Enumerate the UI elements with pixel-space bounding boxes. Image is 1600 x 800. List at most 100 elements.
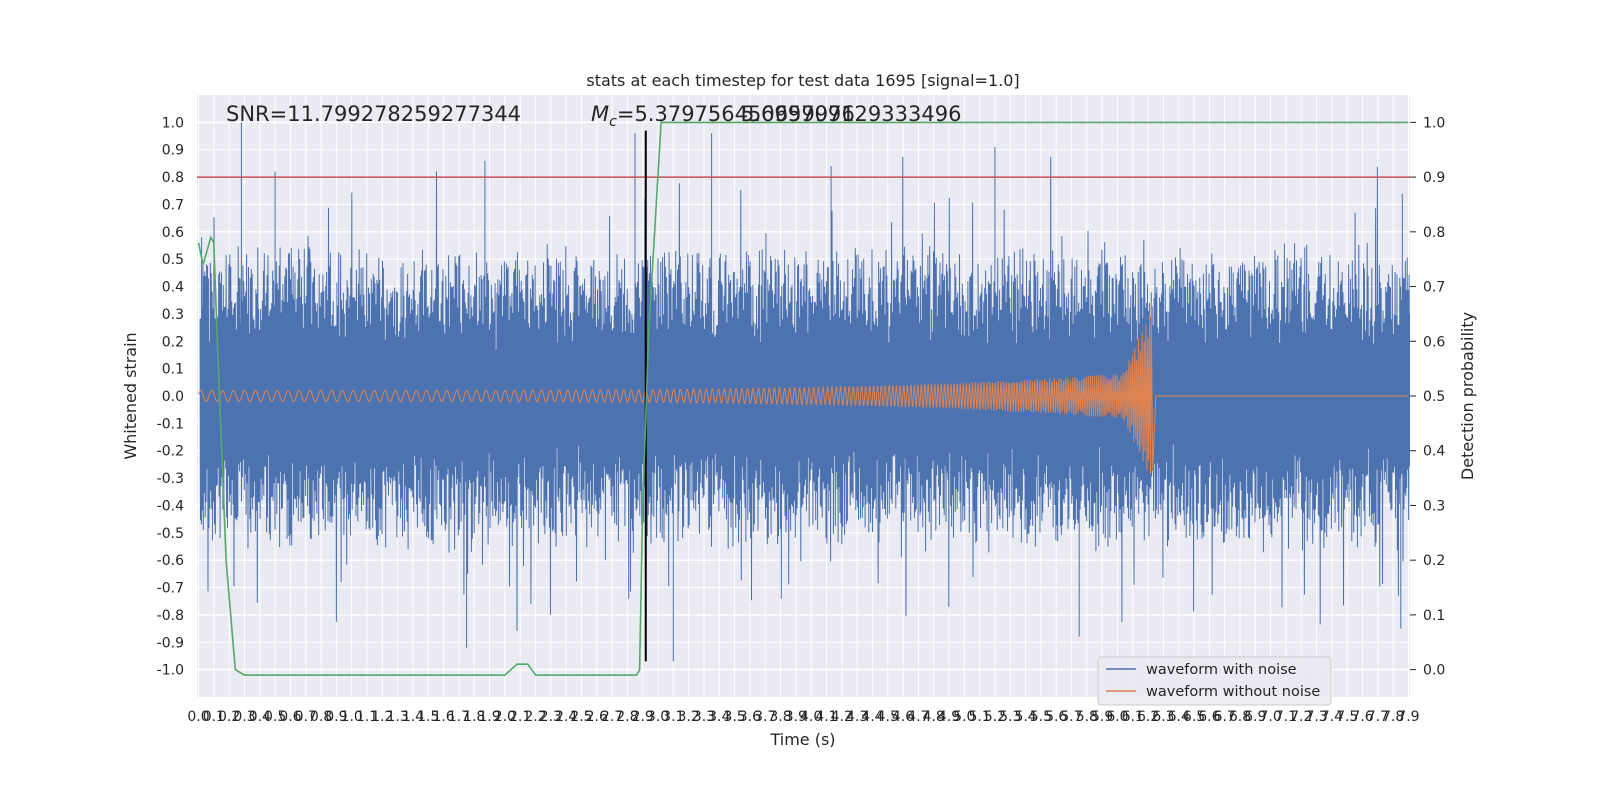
y2-tick-label: 0.7 [1423, 280, 1445, 296]
y-tick-label: -0.5 [157, 526, 184, 542]
x-tick-label: 2.1 [509, 709, 531, 725]
x-tick-label: 3.7 [754, 709, 776, 725]
y-tick-label: -0.2 [157, 444, 184, 460]
x-tick-label: 6.7 [1214, 709, 1236, 725]
snr-prefix: SNR= [226, 102, 287, 126]
y-tick-label: 0.4 [162, 280, 184, 296]
y-tick-label: -0.6 [157, 553, 184, 569]
x-tick-label: 2.9 [632, 709, 654, 725]
y-tick-label: 0.7 [162, 197, 184, 213]
mc-value: 5.379756450659976 [634, 102, 854, 126]
x-tick-label: 3.1 [662, 709, 684, 725]
y-tick-label: 0.3 [162, 307, 184, 323]
plot-area [197, 95, 1410, 697]
x-tick-label: 6.8 [1229, 709, 1251, 725]
x-tick-label: 0.8 [310, 709, 332, 725]
chart-title: stats at each timestep for test data 169… [586, 71, 1019, 90]
y-tick-label: 1.0 [162, 115, 184, 131]
y2-tick-label: 0.0 [1423, 663, 1445, 679]
y-tick-label: -0.1 [157, 416, 184, 432]
mc-symbol: M [591, 102, 609, 126]
legend: waveform with noise waveform without noi… [1097, 656, 1332, 706]
y-tick-label: 0.8 [162, 170, 184, 186]
x-tick-label: 4.7 [907, 709, 929, 725]
y-tick-label: -0.4 [157, 498, 184, 514]
x-tick-label: 1.5 [417, 709, 439, 725]
mc-annotation: Mc=5.379756450659976 [591, 102, 855, 130]
y-tick-label: -0.8 [157, 608, 184, 624]
y-tick-labels: 1.0 0.9 0.8 0.7 0.6 0.5 0.4 0.3 0.2 0.1 0.0 -0.1 -0.… [157, 115, 184, 678]
series-waveform-without-noise [198, 302, 1409, 475]
snr-annotation: SNR=11.799278259277344 [226, 102, 521, 126]
series-waveform-with-noise [199, 122, 1410, 662]
second-value-annotation: 5.699709129333496 [741, 102, 961, 126]
x-tick-label: 5.0 [953, 709, 975, 725]
x-tick-label: 2.2 [524, 709, 546, 725]
x-tick-label: 1.3 [387, 709, 409, 725]
x-tick-label: 6.6 [1198, 709, 1220, 725]
x-tick-label: 5.4 [1014, 709, 1036, 725]
x-tick-label: 0.2 [218, 709, 240, 725]
x-tick-label: 4.6 [892, 709, 914, 725]
data-layer [197, 121, 1410, 676]
x-tick-label: 4.2 [831, 709, 853, 725]
legend-label-clean: waveform without noise [1146, 684, 1320, 700]
x-tick-label: 3.5 [723, 709, 745, 725]
x-tick-label: 0.9 [325, 709, 347, 725]
x-tick-label: 4.3 [846, 709, 868, 725]
y-tick-label: -0.7 [157, 581, 184, 597]
x-tick-label: 5.2 [984, 709, 1006, 725]
y2-tick-label: 1.0 [1423, 115, 1445, 131]
y-tick-label: 0.9 [162, 143, 184, 159]
x-tick-label: 7.2 [1290, 709, 1312, 725]
x-tick-labels: 0.00.10.20.30.40.50.60.70.80.91.01.11.21… [187, 709, 1419, 725]
x-tick-label: 3.2 [677, 709, 699, 725]
x-tick-label: 7.6 [1351, 709, 1373, 725]
x-tick-label: 2.5 [570, 709, 592, 725]
snr-value: 11.799278259277344 [287, 102, 521, 126]
x-tick-label: 1.6 [432, 709, 454, 725]
x-tick-label: 6.3 [1152, 709, 1174, 725]
y-tick-label: 0.2 [162, 334, 184, 350]
x-tick-label: 1.8 [463, 709, 485, 725]
y2-tick-label: 0.8 [1423, 225, 1445, 241]
y2-tick-label: 0.5 [1423, 389, 1445, 405]
x-tick-label: 7.9 [1397, 709, 1419, 725]
x-axis-label: Time (s) [769, 730, 835, 749]
x-tick-label: 7.8 [1382, 709, 1404, 725]
y2-tick-label: 0.9 [1423, 170, 1445, 186]
y2-tick-label: 0.2 [1423, 553, 1445, 569]
x-tick-label: 5.5 [1030, 709, 1052, 725]
x-tick-label: 6.2 [1137, 709, 1159, 725]
x-tick-label: 7.1 [1275, 709, 1297, 725]
x-tick-label: 1.0 [341, 709, 363, 725]
y2-tick-label: 0.3 [1423, 498, 1445, 514]
y2-tick-label: 0.4 [1423, 444, 1445, 460]
x-tick-label: 3.3 [693, 709, 715, 725]
y-tick-label: -1.0 [157, 663, 184, 679]
x-tick-label: 7.0 [1259, 709, 1281, 725]
x-tick-label: 0.5 [264, 709, 286, 725]
x-tick-label: 0.7 [295, 709, 317, 725]
y2-axis-label: Detection probability [1458, 312, 1477, 480]
y-tick-label: 0.5 [162, 252, 184, 268]
y-axis-label: Whitened strain [121, 332, 140, 459]
x-tick-label: 5.7 [1060, 709, 1082, 725]
x-tick-label: 6.1 [1122, 709, 1144, 725]
x-tick-label: 2.0 [494, 709, 516, 725]
x-tick-label: 6.5 [1183, 709, 1205, 725]
x-tick-label: 7.5 [1336, 709, 1358, 725]
x-tick-label: 3.8 [769, 709, 791, 725]
x-tick-label: 2.7 [601, 709, 623, 725]
x-tick-label: 2.6 [586, 709, 608, 725]
x-tick-label: 2.3 [540, 709, 562, 725]
x-tick-label: 4.0 [800, 709, 822, 725]
legend-label-noise: waveform with noise [1146, 662, 1297, 678]
x-tick-label: 4.4 [861, 709, 883, 725]
x-tick-label: 2.8 [616, 709, 638, 725]
x-tick-label: 0.0 [187, 709, 209, 725]
x-tick-label: 5.3 [999, 709, 1021, 725]
x-tick-label: 1.7 [448, 709, 470, 725]
x-tick-label: 7.7 [1367, 709, 1389, 725]
x-tick-label: 3.6 [739, 709, 761, 725]
